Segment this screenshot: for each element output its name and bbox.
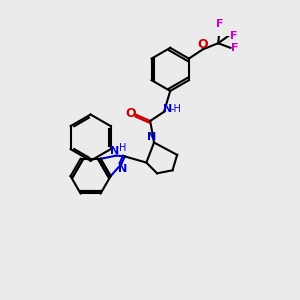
Text: F: F xyxy=(231,43,239,53)
Text: N: N xyxy=(110,146,119,156)
Text: N: N xyxy=(118,164,128,175)
Text: N: N xyxy=(163,104,172,114)
Text: F: F xyxy=(230,31,237,40)
Text: O: O xyxy=(197,38,208,51)
Text: F: F xyxy=(216,19,224,29)
Text: O: O xyxy=(126,107,136,120)
Text: H: H xyxy=(119,143,126,153)
Text: -H: -H xyxy=(170,104,181,114)
Text: N: N xyxy=(147,132,156,142)
